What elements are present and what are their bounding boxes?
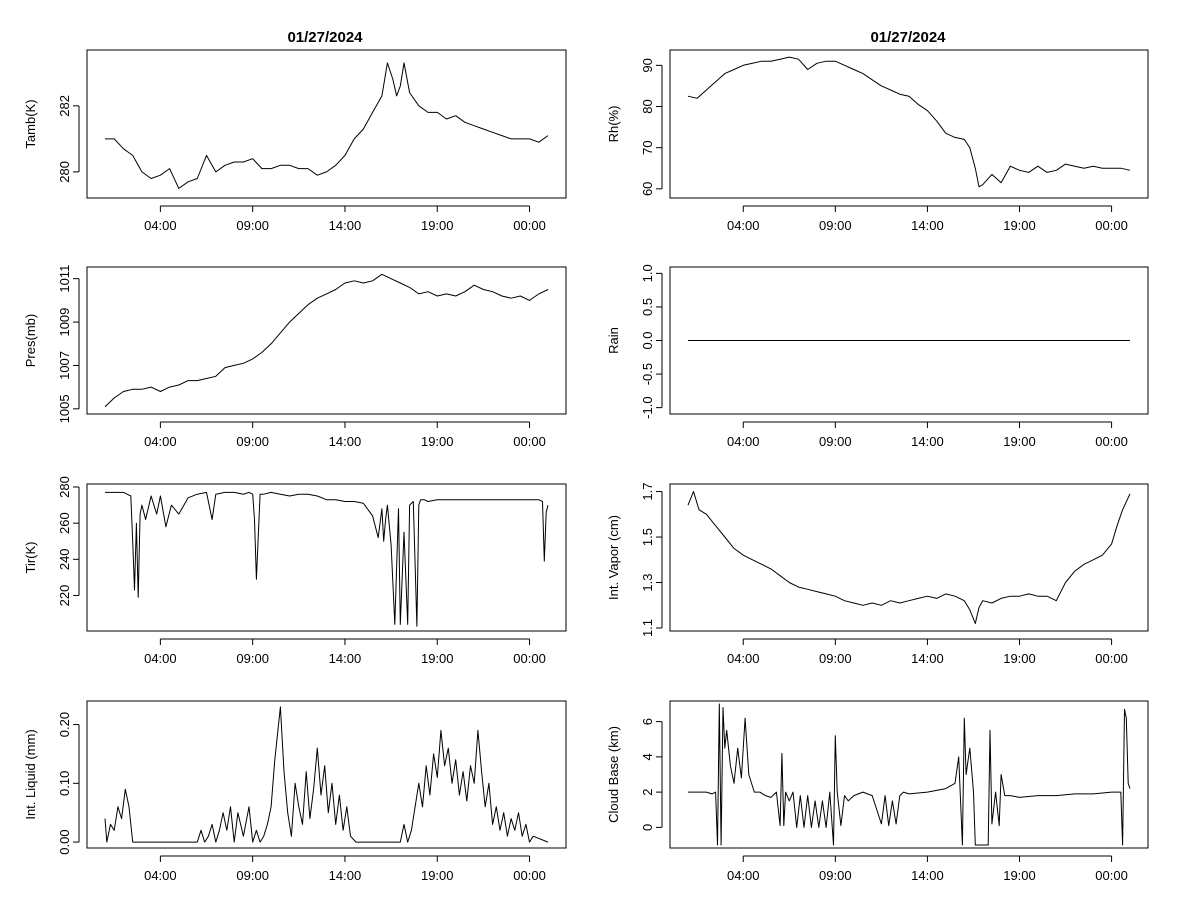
pres-y-tick-label: 1005 (57, 394, 72, 423)
cloudbase-y-tick-label: 6 (640, 718, 655, 725)
liquid-frame (86, 700, 567, 849)
liquid-x-tick-label: 09:00 (236, 868, 269, 883)
rain-y-tick-label: 0.5 (640, 298, 655, 316)
tir-x-tick-label: 09:00 (236, 651, 269, 666)
tir-y-axis-label: Tir(K) (23, 541, 38, 573)
right-column-title: 01/27/2024 (870, 29, 946, 46)
tamb-y-tick-label: 282 (57, 95, 72, 117)
rh-y-tick-label: 80 (640, 99, 655, 113)
vapor-x-tick-label: 00:00 (1095, 651, 1128, 666)
cloudbase-y-axis-label: Cloud Base (km) (606, 726, 621, 823)
rain-y-tick-label: -0.5 (640, 363, 655, 385)
tamb-y-axis-label: Tamb(K) (23, 99, 38, 148)
tamb-x-tick-label: 04:00 (144, 218, 177, 233)
liquid-series-line (104, 706, 549, 843)
tamb-x-tick-label: 14:00 (329, 218, 362, 233)
rh-series-line (687, 56, 1131, 188)
rain-y-tick-label: 1.0 (640, 264, 655, 282)
cloudbase-y-tick-label: 0 (640, 824, 655, 831)
rain-y-tick-label: 0.0 (640, 331, 655, 349)
rh-x-tick-label: 00:00 (1095, 218, 1128, 233)
pres-x-tick-label: 00:00 (513, 434, 546, 449)
vapor-y-axis-label: Int. Vapor (cm) (606, 515, 621, 600)
rain-x-tick-label: 19:00 (1003, 434, 1036, 449)
vapor-y-tick-label: 1.3 (640, 573, 655, 591)
tamb-frame (86, 49, 567, 199)
pres-y-tick-label: 1011 (57, 265, 72, 293)
vapor-y-tick-label: 1.5 (640, 528, 655, 546)
vapor-x-tick-label: 14:00 (911, 651, 944, 666)
cloudbase-frame (669, 700, 1149, 849)
rh-frame (669, 49, 1149, 199)
pres-y-tick-label: 1007 (57, 351, 72, 380)
tir-x-tick-label: 04:00 (144, 651, 177, 666)
vapor-x-tick-label: 09:00 (819, 651, 852, 666)
liquid-y-tick-label: 0.10 (57, 771, 72, 796)
pres-frame (86, 266, 567, 415)
liquid-y-axis-label: Int. Liquid (mm) (23, 729, 38, 819)
rh-y-tick-label: 60 (640, 182, 655, 196)
rh-x-tick-label: 14:00 (911, 218, 944, 233)
liquid-y-tick-label: 0.20 (57, 712, 72, 737)
tir-y-tick-label: 240 (57, 548, 72, 570)
rain-x-tick-label: 14:00 (911, 434, 944, 449)
cloudbase-series-line (688, 703, 1131, 846)
pres-series-line (104, 273, 549, 408)
rh-x-tick-label: 04:00 (727, 218, 760, 233)
tir-y-tick-label: 220 (57, 585, 72, 607)
tamb-y-tick-label: 280 (57, 161, 72, 183)
liquid-x-tick-label: 04:00 (144, 868, 177, 883)
rain-y-tick-label: -1.0 (640, 396, 655, 418)
cloudbase-x-tick-label: 00:00 (1095, 868, 1128, 883)
vapor-series-line (687, 491, 1131, 624)
cloudbase-y-tick-label: 2 (640, 789, 655, 796)
rh-y-tick-label: 90 (640, 58, 655, 72)
rain-frame (669, 266, 1149, 415)
vapor-y-tick-label: 1.1 (640, 619, 655, 637)
rain-y-axis-label: Rain (606, 327, 621, 354)
pres-x-tick-label: 04:00 (144, 434, 177, 449)
cloudbase-x-tick-label: 14:00 (911, 868, 944, 883)
tamb-series-line (105, 62, 549, 189)
pres-x-tick-label: 14:00 (329, 434, 362, 449)
vapor-x-tick-label: 19:00 (1003, 651, 1036, 666)
rh-y-axis-label: Rh(%) (606, 106, 621, 143)
vapor-frame (669, 483, 1149, 632)
tir-y-tick-label: 280 (57, 476, 72, 498)
rh-y-tick-label: 70 (640, 140, 655, 154)
pres-x-tick-label: 19:00 (421, 434, 454, 449)
rain-x-tick-label: 09:00 (819, 434, 852, 449)
liquid-x-tick-label: 14:00 (329, 868, 362, 883)
vapor-x-tick-label: 04:00 (727, 651, 760, 666)
tir-y-tick-label: 260 (57, 512, 72, 534)
cloudbase-x-tick-label: 04:00 (727, 868, 760, 883)
pres-y-axis-label: Pres(mb) (23, 314, 38, 367)
pres-y-tick-label: 1009 (57, 308, 72, 337)
liquid-x-tick-label: 00:00 (513, 868, 546, 883)
tamb-x-tick-label: 19:00 (421, 218, 454, 233)
tamb-x-tick-label: 00:00 (513, 218, 546, 233)
rh-x-tick-label: 09:00 (819, 218, 852, 233)
liquid-x-tick-label: 19:00 (421, 868, 454, 883)
tir-frame (86, 483, 567, 632)
rh-x-tick-label: 19:00 (1003, 218, 1036, 233)
rain-x-tick-label: 04:00 (727, 434, 760, 449)
cloudbase-x-tick-label: 19:00 (1003, 868, 1036, 883)
liquid-y-tick-label: 0.00 (57, 829, 72, 854)
vapor-y-tick-label: 1.7 (640, 483, 655, 501)
left-column-title: 01/27/2024 (287, 29, 363, 46)
tir-x-tick-label: 00:00 (513, 651, 546, 666)
rain-x-tick-label: 00:00 (1095, 434, 1128, 449)
tir-series-line (105, 491, 549, 627)
pres-x-tick-label: 09:00 (236, 434, 269, 449)
tamb-x-tick-label: 09:00 (236, 218, 269, 233)
tir-x-tick-label: 19:00 (421, 651, 454, 666)
cloudbase-x-tick-label: 09:00 (819, 868, 852, 883)
cloudbase-y-tick-label: 4 (640, 753, 655, 760)
tir-x-tick-label: 14:00 (329, 651, 362, 666)
